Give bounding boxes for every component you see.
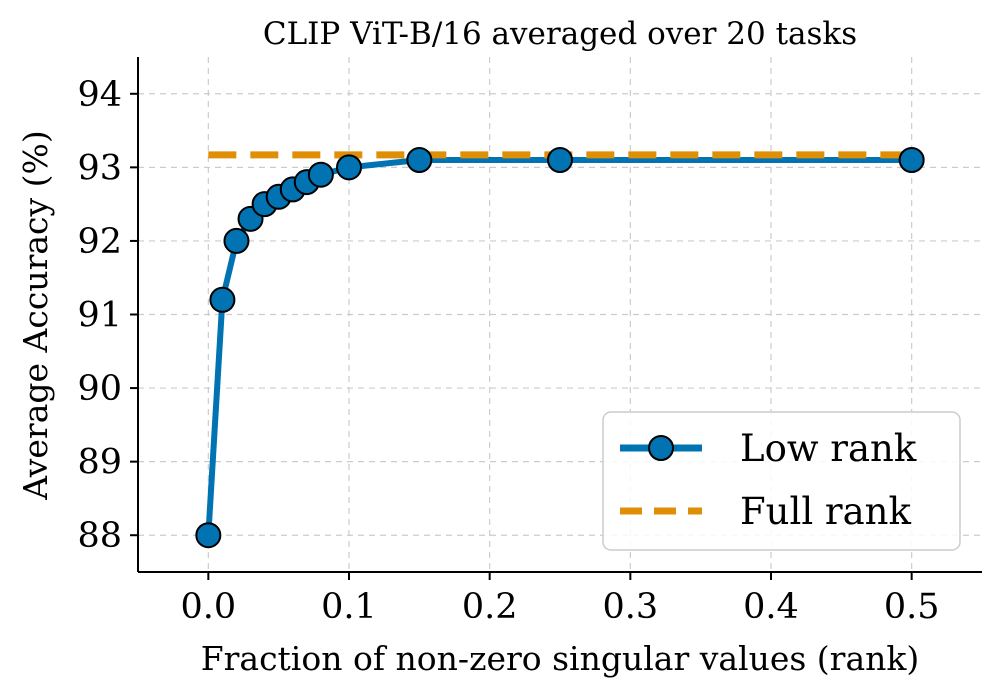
x-tick-label: 0.2 (462, 587, 518, 627)
chart-title: CLIP ViT-B/16 averaged over 20 tasks (263, 16, 857, 52)
data-point-low-rank (898, 147, 925, 173)
y-tick-label: 94 (77, 75, 122, 115)
legend: Low rank Full rank (602, 411, 961, 551)
y-tick-label: 88 (77, 516, 122, 556)
data-point-low-rank (406, 147, 433, 173)
data-point-low-rank (223, 227, 250, 254)
legend-marker-low-rank (648, 435, 674, 461)
x-tick-label: 0.3 (602, 587, 658, 627)
y-tick-label: 92 (77, 222, 122, 262)
y-tick-label: 93 (77, 148, 122, 188)
x-tick-label: 0.0 (180, 587, 236, 627)
y-tick-label: 91 (77, 296, 122, 336)
x-tick-label: 0.4 (743, 587, 799, 627)
data-point-low-rank (547, 147, 573, 173)
ticks: 0.0 0.1 0.2 0.3 0.4 0.5 88 89 90 91 92 93 94 (77, 75, 939, 627)
y-tick-label: 89 (77, 443, 122, 483)
series-layer (195, 147, 925, 549)
x-tick-label: 0.5 (884, 587, 940, 627)
legend-label-low-rank: Low rank (740, 427, 917, 470)
data-point-low-rank (336, 154, 362, 181)
legend-label-full-rank: Full rank (740, 490, 912, 533)
y-tick-label: 90 (77, 369, 122, 409)
x-axis-label: Fraction of non-zero singular values (ra… (201, 639, 920, 678)
x-tick-label: 0.1 (321, 587, 377, 627)
data-point-low-rank (195, 522, 222, 549)
data-point-low-rank (307, 161, 334, 188)
y-axis-label: Average Accuracy (%) (16, 130, 55, 500)
data-point-low-rank (209, 286, 236, 313)
